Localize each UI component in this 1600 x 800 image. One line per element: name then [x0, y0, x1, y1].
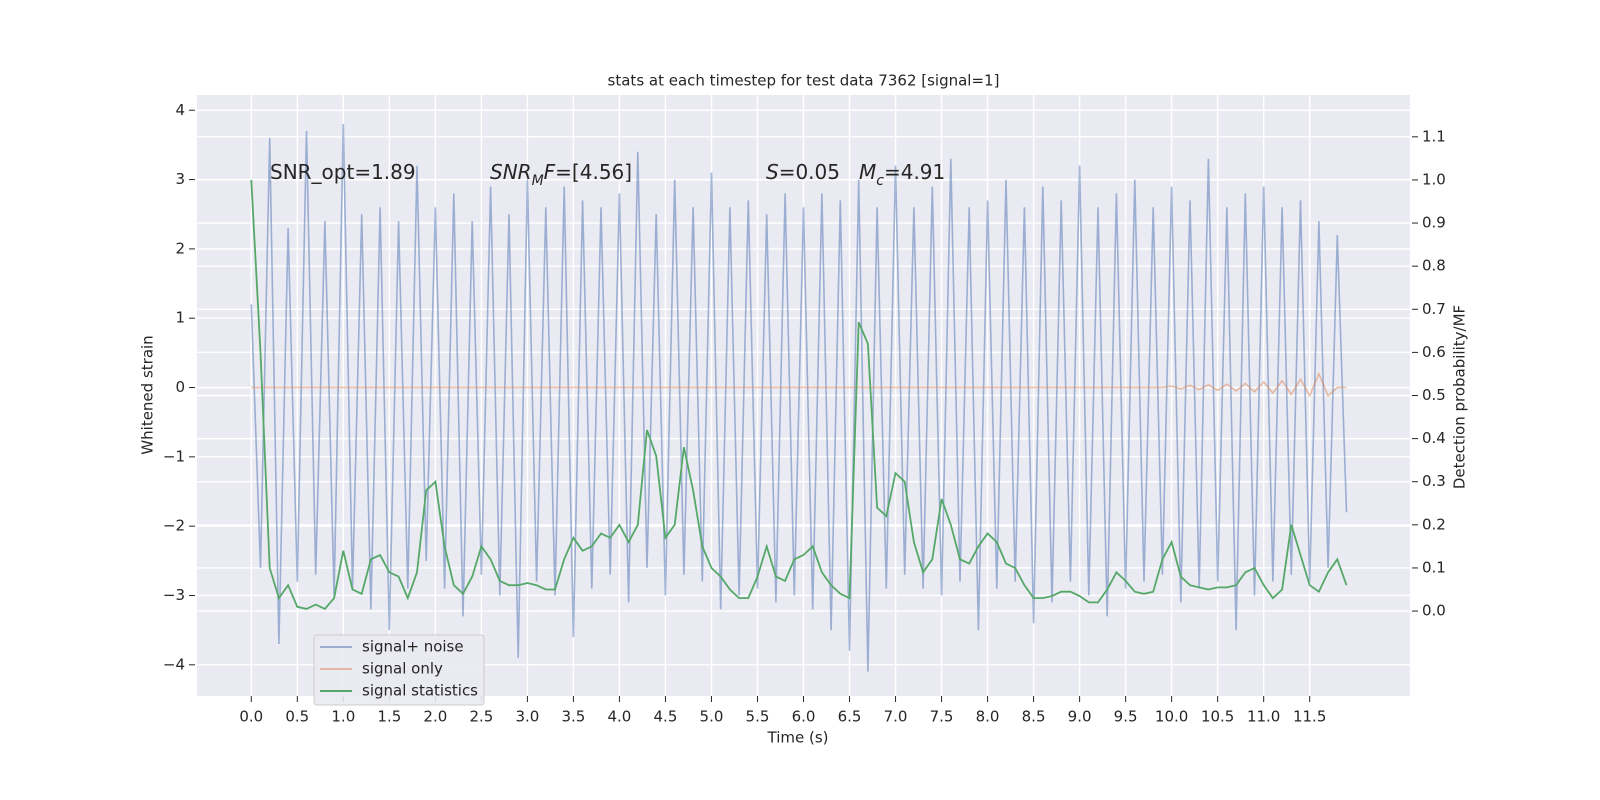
legend-label: signal statistics	[362, 682, 478, 700]
y-tick-label: −3	[163, 586, 185, 604]
y2-tick-label: 0.7	[1422, 300, 1446, 318]
y-tick-label: 4	[175, 101, 185, 119]
x-tick-label: 10.0	[1155, 708, 1188, 726]
x-tick-label: 6.5	[838, 708, 862, 726]
y2-tick-label: 0.1	[1422, 558, 1446, 576]
annotation-part: SNR	[490, 160, 532, 184]
y-tick-label: 0	[175, 378, 185, 396]
x-tick-label: 8.0	[976, 708, 1000, 726]
series-line	[250, 124, 1348, 672]
x-tick-label: 5.0	[700, 708, 724, 726]
x-tick-label: 10.5	[1201, 708, 1234, 726]
y2-tick-label: 0.0	[1422, 602, 1446, 620]
x-tick-label: 0.5	[285, 708, 309, 726]
series-line	[250, 179, 1348, 611]
annotation-part: c	[876, 173, 884, 189]
legend-label: signal+ noise	[362, 638, 464, 656]
x-tick-label: 11.0	[1247, 708, 1280, 726]
annotation-part: SNR_opt=1.89	[270, 160, 416, 184]
y2-tick-label: 1.1	[1422, 127, 1446, 145]
annotation-part: =[4.56]	[555, 160, 632, 184]
annotation: S=0.05	[766, 160, 840, 184]
x-tick-label: 1.5	[377, 708, 401, 726]
x-tick-label: 9.0	[1068, 708, 1092, 726]
marks	[250, 124, 1348, 672]
annotation-part: =4.91	[884, 160, 945, 184]
x-tick-label: 7.0	[884, 708, 908, 726]
x-tick-label: 7.5	[930, 708, 954, 726]
legend-box	[313, 634, 485, 706]
annotation: SNRMF=[4.56]	[490, 160, 632, 190]
y-axis-label: Whitened strain	[139, 335, 157, 454]
y-tick-label: −1	[163, 447, 185, 465]
annotation-part: =0.05	[779, 160, 840, 184]
x-tick-label: 6.0	[792, 708, 816, 726]
series-line	[251, 371, 1347, 398]
x-tick-label: 4.5	[654, 708, 678, 726]
y2-tick-label: 0.2	[1422, 515, 1446, 533]
x-tick-label: 0.0	[239, 708, 263, 726]
y2-tick-label: 0.8	[1422, 257, 1446, 275]
x-tick-label: 8.5	[1022, 708, 1046, 726]
x-tick-label: 1.0	[331, 708, 355, 726]
y-tick-label: −2	[163, 517, 185, 535]
x-tick-label: 2.5	[469, 708, 493, 726]
chart-title: stats at each timestep for test data 736…	[608, 72, 1000, 90]
x-tick-label: 2.0	[423, 708, 447, 726]
y-tick-label: 1	[175, 309, 185, 327]
x-tick-label: 3.5	[561, 708, 585, 726]
annotation-part: M	[532, 173, 544, 189]
y2-tick-label: 0.3	[1422, 472, 1446, 490]
y2-tick-label: 0.6	[1422, 343, 1446, 361]
y2-tick-label: 0.4	[1422, 429, 1446, 447]
annotation-part: M	[859, 160, 876, 184]
y-tick-label: 2	[175, 239, 185, 257]
legend-label: signal only	[362, 660, 443, 678]
x-tick-label: 3.0	[515, 708, 539, 726]
x-tick-label: 11.5	[1293, 708, 1326, 726]
annotation: SNR_opt=1.89	[270, 160, 416, 184]
y2-tick-label: 0.9	[1422, 214, 1446, 232]
y-tick-label: 3	[175, 170, 185, 188]
annotation: Mc=4.91	[859, 160, 945, 190]
y2-tick-label: 1.0	[1422, 170, 1446, 188]
y-tick-label: −4	[163, 655, 185, 673]
x-tick-label: 9.5	[1114, 708, 1138, 726]
x-tick-label: 5.5	[746, 708, 770, 726]
annotation-part: S	[766, 160, 779, 184]
x-axis-label: Time (s)	[767, 729, 829, 747]
annotation-part: F	[544, 160, 556, 184]
x-tick-label: 4.0	[608, 708, 632, 726]
y2-tick-label: 0.5	[1422, 386, 1446, 404]
y2-axis-label: Detection probability/MF	[1451, 305, 1469, 489]
